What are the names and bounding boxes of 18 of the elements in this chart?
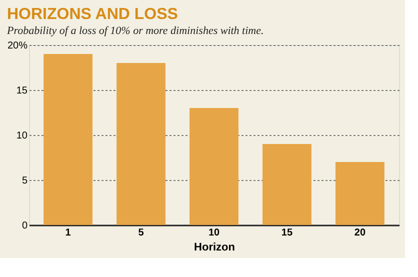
x-tick-label: 5 bbox=[138, 228, 144, 238]
chart-subtitle: Probability of a loss of 10% or more diminishes with time. bbox=[6, 25, 264, 37]
chart-title: HORIZONS AND LOSS bbox=[6, 6, 178, 23]
y-tick-label: 20% bbox=[7, 40, 28, 52]
bar bbox=[116, 63, 166, 225]
y-tick-label: 0 bbox=[22, 220, 28, 232]
x-tick-label: 1 bbox=[65, 228, 72, 238]
x-tick-label: 20 bbox=[354, 228, 366, 238]
bar bbox=[190, 108, 238, 225]
y-tick-label: 10 bbox=[16, 130, 28, 142]
y-tick-label: 5 bbox=[22, 176, 28, 186]
bar bbox=[262, 144, 312, 225]
x-axis-title: Horizon bbox=[194, 242, 236, 254]
bar bbox=[44, 54, 92, 225]
x-tick-label: 10 bbox=[208, 228, 220, 238]
y-tick-label: 15 bbox=[16, 86, 28, 96]
bar bbox=[336, 162, 384, 225]
x-tick-label: 15 bbox=[281, 228, 293, 238]
